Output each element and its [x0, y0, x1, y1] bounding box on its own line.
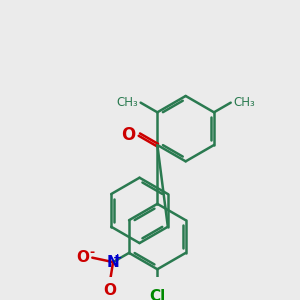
Text: O: O: [103, 283, 117, 298]
Text: CH₃: CH₃: [116, 96, 138, 109]
Text: O: O: [76, 250, 89, 265]
Text: O: O: [122, 126, 136, 144]
Text: N: N: [107, 255, 119, 270]
Text: +: +: [113, 253, 122, 263]
Text: -: -: [89, 246, 94, 259]
Text: CH₃: CH₃: [233, 96, 255, 109]
Text: Cl: Cl: [149, 289, 166, 300]
